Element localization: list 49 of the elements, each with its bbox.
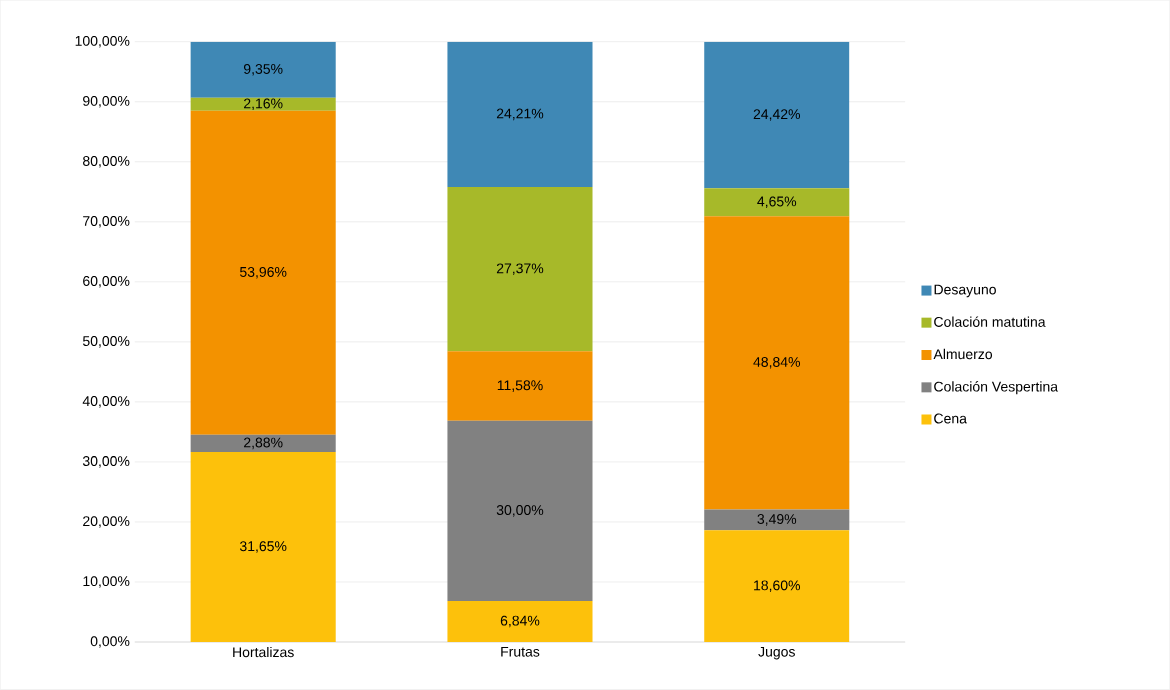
data-label: 53,96%: [239, 267, 287, 279]
bar: [190, 434, 336, 453]
data-label: 24,42%: [753, 109, 801, 121]
bar: [447, 41, 593, 188]
bar: [447, 601, 593, 643]
bar: [447, 187, 593, 352]
x-tick-label: Jugos: [758, 647, 795, 660]
data-label: 24,21%: [496, 108, 544, 121]
data-label: 48,84%: [753, 357, 801, 369]
data-label: 31,65%: [239, 541, 287, 553]
y-tick-label: 0,00%: [90, 636, 130, 648]
legend-label: Almuerzo: [933, 348, 993, 360]
bar: [190, 452, 336, 643]
bar: [704, 188, 850, 217]
bar: [704, 530, 850, 643]
x-tick-label: Hortalizas: [233, 647, 294, 658]
bar: [704, 509, 850, 531]
bar: [190, 110, 336, 435]
legend-label: Cena: [934, 413, 967, 424]
bar: [190, 41, 336, 98]
bar: [447, 420, 593, 602]
data-label: 11,58%: [497, 380, 543, 393]
data-label: 6,84%: [500, 615, 540, 628]
y-tick-label: 20,00%: [83, 516, 130, 528]
data-label: 18,60%: [754, 580, 801, 593]
data-label: 30,00%: [496, 505, 544, 517]
bar: [190, 97, 336, 111]
bar: [447, 351, 593, 421]
y-tick-label: 40,00%: [82, 396, 130, 408]
legend-label: Colación Vespertina: [934, 381, 1059, 395]
legend-label: Desayuno: [934, 284, 996, 298]
data-label: 3,49%: [757, 514, 797, 526]
y-tick-label: 90,00%: [83, 96, 130, 108]
y-tick-label: 60,00%: [83, 276, 130, 288]
y-tick-label: 70,00%: [83, 216, 130, 228]
data-label: 27,37%: [496, 263, 544, 276]
y-tick-label: 30,00%: [82, 456, 130, 468]
data-label: 2,88%: [244, 437, 283, 450]
data-label: 2,16%: [244, 98, 283, 111]
bar: [704, 216, 850, 510]
data-label: 4,65%: [757, 196, 797, 209]
y-tick-label: 100,00%: [75, 36, 130, 48]
bar: [704, 41, 850, 189]
legend-label: Colación matutina: [934, 316, 1046, 328]
x-tick-label: Frutas: [501, 647, 540, 657]
y-tick-label: 50,00%: [82, 336, 130, 348]
y-tick-label: 80,00%: [83, 156, 130, 168]
data-label: 9,35%: [243, 64, 283, 76]
y-tick-label: 10,00%: [83, 576, 130, 588]
